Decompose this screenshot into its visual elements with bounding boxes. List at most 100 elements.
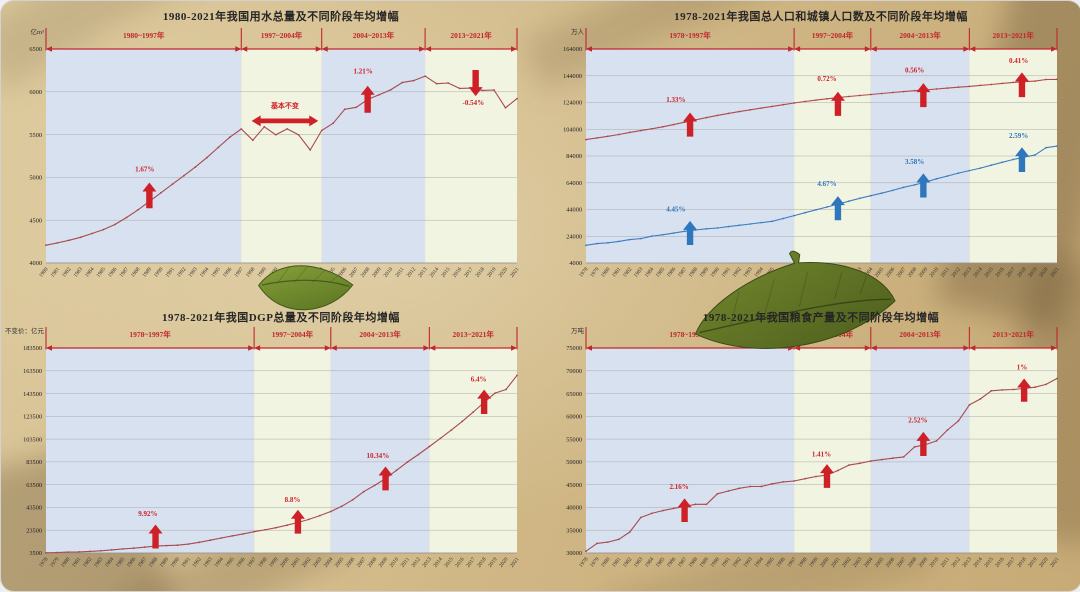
growth-rate-label: 9.92% [138,510,157,518]
series-line [585,78,1058,141]
svg-text:1980: 1980 [600,556,612,568]
svg-text:2013: 2013 [417,266,429,278]
svg-text:55000: 55000 [566,436,582,443]
svg-text:164000: 164000 [563,46,582,53]
svg-text:123500: 123500 [23,414,42,421]
svg-text:1987: 1987 [677,266,689,278]
svg-text:1995: 1995 [224,556,236,568]
svg-text:104000: 104000 [563,126,582,133]
stage-label: 1978~1997年 [669,30,711,40]
svg-text:1986: 1986 [107,266,119,278]
svg-text:144000: 144000 [563,73,582,80]
svg-text:2005: 2005 [334,556,346,568]
svg-text:2020: 2020 [1038,266,1050,278]
svg-text:1999: 1999 [257,266,269,278]
svg-text:2018: 2018 [476,556,488,568]
svg-text:2002: 2002 [841,266,853,278]
svg-text:2017: 2017 [1005,266,1017,278]
svg-text:2019: 2019 [1027,266,1039,278]
series-粮食产量 [585,377,1058,553]
svg-text:1989: 1989 [699,266,711,278]
svg-text:1994: 1994 [754,266,766,278]
svg-text:65000: 65000 [566,391,582,398]
svg-text:2020: 2020 [498,556,510,568]
growth-rate-label: -0.54% [463,99,485,107]
svg-text:2012: 2012 [406,266,418,278]
growth-arrow [830,196,845,221]
growth-rate-label: 10.34% [367,452,390,460]
svg-text:83500: 83500 [26,459,42,466]
svg-text:40000: 40000 [566,505,582,512]
svg-text:2014: 2014 [973,266,985,278]
growth-arrow [378,466,393,491]
svg-text:2018: 2018 [1016,556,1028,568]
stage-label: 2013~2021年 [992,30,1034,40]
svg-text:1979: 1979 [49,556,61,568]
y-axis-labels: 3500 23500 43500 63500 83500 103500 123500 1435… [23,345,42,557]
svg-text:23500: 23500 [26,527,42,534]
series-总人口 [585,78,1058,141]
growth-arrow [1017,378,1032,402]
growth-arrow [148,524,163,549]
svg-text:1984: 1984 [104,556,116,568]
series-用水总量 [45,75,518,247]
svg-text:2008: 2008 [907,556,919,568]
svg-text:2021: 2021 [509,556,521,568]
svg-text:1988: 1988 [688,556,700,568]
svg-text:2009: 2009 [378,556,390,568]
chart-title-grain: 1978-2021年我国粮食产量及不同阶段年均增幅 [702,312,940,324]
svg-text:30000: 30000 [566,550,582,557]
stage-bands [46,348,517,553]
growth-rate-label: 2.52% [908,417,927,425]
stage-label: 1997~2004年 [812,30,854,40]
svg-text:2014: 2014 [433,556,445,568]
flat-arrow [251,115,319,127]
svg-text:1984: 1984 [644,556,656,568]
svg-text:1988: 1988 [148,556,160,568]
svg-text:2013: 2013 [962,266,974,278]
svg-text:1978: 1978 [38,556,50,568]
svg-text:1989: 1989 [142,266,154,278]
svg-text:1998: 1998 [797,266,809,278]
svg-text:2011: 2011 [394,266,405,278]
growth-arrow [677,498,692,523]
series-GDP总量 [45,374,518,554]
svg-text:2021: 2021 [509,266,521,278]
growth-rate-label: 1.21% [353,67,372,75]
growth-rate-label: 2.59% [1009,132,1028,140]
svg-text:2004: 2004 [314,266,326,278]
svg-text:50000: 50000 [566,459,582,466]
svg-text:103500: 103500 [23,436,42,443]
svg-text:1984: 1984 [644,266,656,278]
svg-text:2016: 2016 [994,556,1006,568]
svg-text:2016: 2016 [454,556,466,568]
growth-rate-label: 4.67% [817,180,836,188]
svg-text:1982: 1982 [622,266,634,278]
svg-text:2005: 2005 [325,266,337,278]
stage-label: 1997~2004年 [261,30,303,40]
svg-text:84000: 84000 [566,153,582,160]
svg-text:2007: 2007 [896,266,908,278]
growth-arrow [290,509,305,534]
svg-text:5000: 5000 [29,175,42,182]
y-axis-unit-label: 万吨 [571,326,585,335]
svg-text:1984: 1984 [84,266,96,278]
svg-text:1991: 1991 [721,266,733,278]
svg-text:1985: 1985 [115,556,127,568]
svg-text:2006: 2006 [345,556,357,568]
svg-text:1997: 1997 [786,266,798,278]
svg-text:64000: 64000 [566,180,582,187]
svg-text:1996: 1996 [775,556,787,568]
svg-text:2017: 2017 [463,266,475,278]
svg-text:1980: 1980 [60,556,72,568]
svg-text:2018: 2018 [475,266,487,278]
svg-text:1983: 1983 [633,556,645,568]
stage-label: 2004~2013年 [353,30,395,40]
chart-title-water-usage: 1980-2021年我国用水总量及不同阶段年均增幅 [162,11,400,23]
svg-text:60000: 60000 [566,414,582,421]
population-chart: 4000 24000 44000 64000 84000 104000 124000 1440… [563,28,1061,279]
svg-text:2019: 2019 [1027,556,1039,568]
growth-arrow [468,69,483,97]
y-axis-unit-label: 亿m³ [30,27,44,36]
growth-rate-label: 1.33% [666,96,685,104]
